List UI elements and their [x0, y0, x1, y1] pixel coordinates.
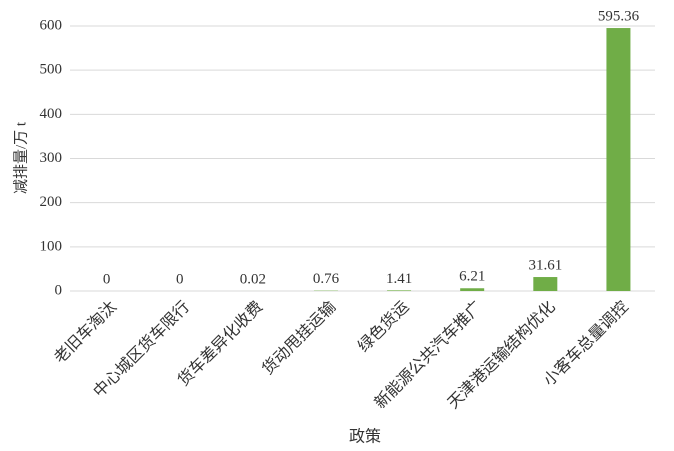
bar [387, 290, 412, 291]
value-label: 6.21 [459, 269, 485, 285]
bar [460, 288, 485, 291]
value-label: 595.36 [598, 8, 640, 24]
y-axis-title: 减排量/万 t [12, 121, 29, 194]
y-tick-label: 500 [40, 62, 63, 78]
value-label: 0.02 [240, 271, 266, 287]
y-tick-label: 400 [40, 106, 63, 122]
y-tick-label: 300 [40, 150, 63, 166]
y-tick-label: 600 [40, 17, 63, 33]
bar [606, 28, 631, 291]
y-tick-label: 100 [40, 238, 63, 254]
value-label: 0 [103, 271, 111, 287]
y-tick-label: 0 [55, 282, 63, 298]
value-label: 0.76 [313, 271, 340, 287]
value-label: 1.41 [386, 271, 412, 287]
x-tick-label: 老旧车淘汰 [51, 298, 120, 367]
y-tick-label: 200 [40, 194, 63, 210]
bar [533, 277, 558, 291]
x-tick-label: 绿色货运 [354, 298, 412, 356]
x-tick-label: 货动甩挂运输 [259, 298, 340, 379]
x-axis-title: 政策 [349, 428, 381, 446]
value-label: 0 [176, 271, 184, 287]
value-label: 31.61 [528, 257, 562, 273]
